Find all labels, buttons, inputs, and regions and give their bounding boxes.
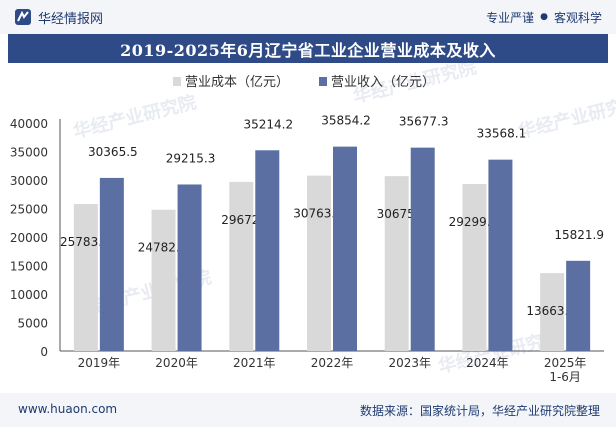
brand: 华经情报网 (14, 7, 103, 27)
bar-revenue (333, 146, 357, 351)
data-label-revenue: 35854.2 (321, 114, 371, 128)
data-label-cost: 30675 (377, 207, 415, 221)
chart-title: 2019-2025年6月辽宁省工业企业营业成本及收入 (8, 34, 608, 63)
data-label-revenue: 30365.5 (88, 145, 138, 159)
watermark-text-0: 华经产业研究院 (71, 91, 199, 143)
data-label-cost: 13663.5 (526, 304, 576, 318)
data-label-revenue: 35214.2 (243, 117, 293, 131)
x-tick-label: 2022年 (311, 356, 354, 370)
bar-cost (73, 204, 98, 351)
data-label-cost: 25783.3 (60, 235, 110, 249)
data-label-cost: 30763.4 (293, 207, 343, 221)
legend-label-0: 营业成本（亿元） (185, 75, 289, 90)
bullet-icon: ● (540, 12, 548, 22)
header-bar: 华经情报网 专业严谨 ● 客观科学 (0, 0, 616, 34)
bar-revenue (177, 184, 202, 351)
x-tick-label: 2025年 (544, 356, 587, 370)
bar-cost (540, 273, 565, 351)
bar-revenue (255, 150, 280, 351)
x-tick-label: 1-6月 (549, 370, 581, 384)
x-tick-label: 2021年 (233, 356, 276, 370)
legend-swatch-0 (173, 77, 181, 86)
y-tick-label: 10000 (10, 288, 48, 302)
watermark-text-4: 华经产业研究院 (516, 91, 616, 143)
x-tick-label: 2019年 (78, 356, 121, 370)
footer-bar: www.huaon.com 数据来源：国家统计局，华经产业研究院整理 (0, 393, 616, 427)
y-tick-label: 40000 (10, 117, 48, 131)
bar-cost (151, 209, 176, 351)
y-tick-label: 5000 (17, 317, 48, 331)
y-tick-label: 25000 (10, 203, 48, 217)
slogan-right: 客观科学 (553, 10, 602, 25)
bar-revenue (99, 177, 124, 351)
data-label-revenue: 35677.3 (399, 115, 449, 129)
bar-cost (229, 181, 254, 351)
y-tick-label: 30000 (10, 174, 48, 188)
x-tick-label: 2023年 (388, 356, 431, 370)
bar-revenue (410, 147, 435, 351)
data-label-revenue: 29215.3 (166, 151, 216, 165)
legend-swatch-1 (319, 77, 327, 86)
x-tick-label: 2024年 (466, 356, 509, 370)
bar-cost (462, 183, 487, 351)
slogan: 专业严谨 ● 客观科学 (486, 7, 602, 27)
legend-label-1: 营业收入（亿元） (331, 75, 435, 90)
slogan-left: 专业严谨 (486, 10, 535, 25)
data-label-cost: 24782.7 (138, 241, 188, 255)
data-label-cost: 29672 (221, 213, 259, 227)
x-tick-label: 2020年 (155, 356, 198, 370)
footer-url[interactable]: www.huaon.com (18, 402, 118, 416)
bar-cost (384, 176, 409, 351)
huajing-logo-icon (15, 9, 31, 25)
data-label-cost: 29299.6 (449, 215, 499, 229)
data-label-revenue: 33568.1 (477, 127, 527, 141)
data-source: 数据来源：国家统计局，华经产业研究院整理 (359, 404, 600, 418)
y-tick-label: 20000 (10, 231, 48, 245)
bar-revenue (488, 159, 513, 351)
data-label-revenue: 15821.9 (554, 228, 604, 242)
brand-name: 华经情报网 (38, 11, 104, 27)
y-tick-label: 0 (40, 345, 48, 359)
y-tick-label: 15000 (10, 260, 48, 274)
bar-chart: 华经产业研究院华经产业研究院华经产业研究院华经产业研究院华经产业研究院营业成本（… (10, 63, 616, 384)
bar-revenue (566, 260, 591, 351)
bar-cost (307, 175, 331, 351)
y-tick-label: 35000 (10, 146, 48, 160)
